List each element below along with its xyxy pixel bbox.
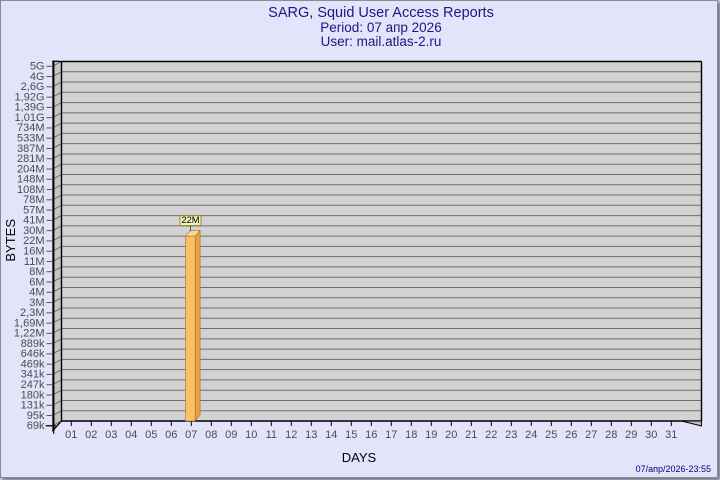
- svg-text:22: 22: [485, 429, 497, 441]
- svg-text:04: 04: [125, 429, 137, 441]
- svg-text:26: 26: [565, 429, 577, 441]
- svg-text:31: 31: [665, 429, 677, 441]
- svg-text:03: 03: [105, 429, 117, 441]
- svg-text:15: 15: [345, 429, 357, 441]
- svg-text:01: 01: [65, 429, 77, 441]
- svg-text:25: 25: [545, 429, 557, 441]
- svg-text:14: 14: [325, 429, 337, 441]
- svg-text:13: 13: [305, 429, 317, 441]
- svg-text:22M: 22M: [181, 215, 199, 225]
- svg-text:07: 07: [185, 429, 197, 441]
- svg-text:11: 11: [266, 429, 277, 441]
- svg-text:20: 20: [445, 429, 457, 441]
- svg-text:23: 23: [505, 429, 517, 441]
- svg-text:27: 27: [585, 429, 597, 441]
- svg-text:19: 19: [425, 429, 437, 441]
- svg-text:17: 17: [385, 429, 397, 441]
- svg-text:24: 24: [525, 429, 537, 441]
- svg-text:69k: 69k: [27, 420, 45, 432]
- svg-text:30: 30: [645, 429, 657, 441]
- svg-text:12: 12: [285, 429, 297, 441]
- svg-text:02: 02: [85, 429, 97, 441]
- svg-text:29: 29: [625, 429, 637, 441]
- svg-text:16: 16: [365, 429, 377, 441]
- svg-text:10: 10: [245, 429, 257, 441]
- svg-text:09: 09: [225, 429, 237, 441]
- svg-text:28: 28: [605, 429, 617, 441]
- svg-text:05: 05: [145, 429, 157, 441]
- svg-text:08: 08: [205, 429, 217, 441]
- svg-text:06: 06: [165, 429, 177, 441]
- svg-text:21: 21: [465, 429, 477, 441]
- svg-text:18: 18: [405, 429, 417, 441]
